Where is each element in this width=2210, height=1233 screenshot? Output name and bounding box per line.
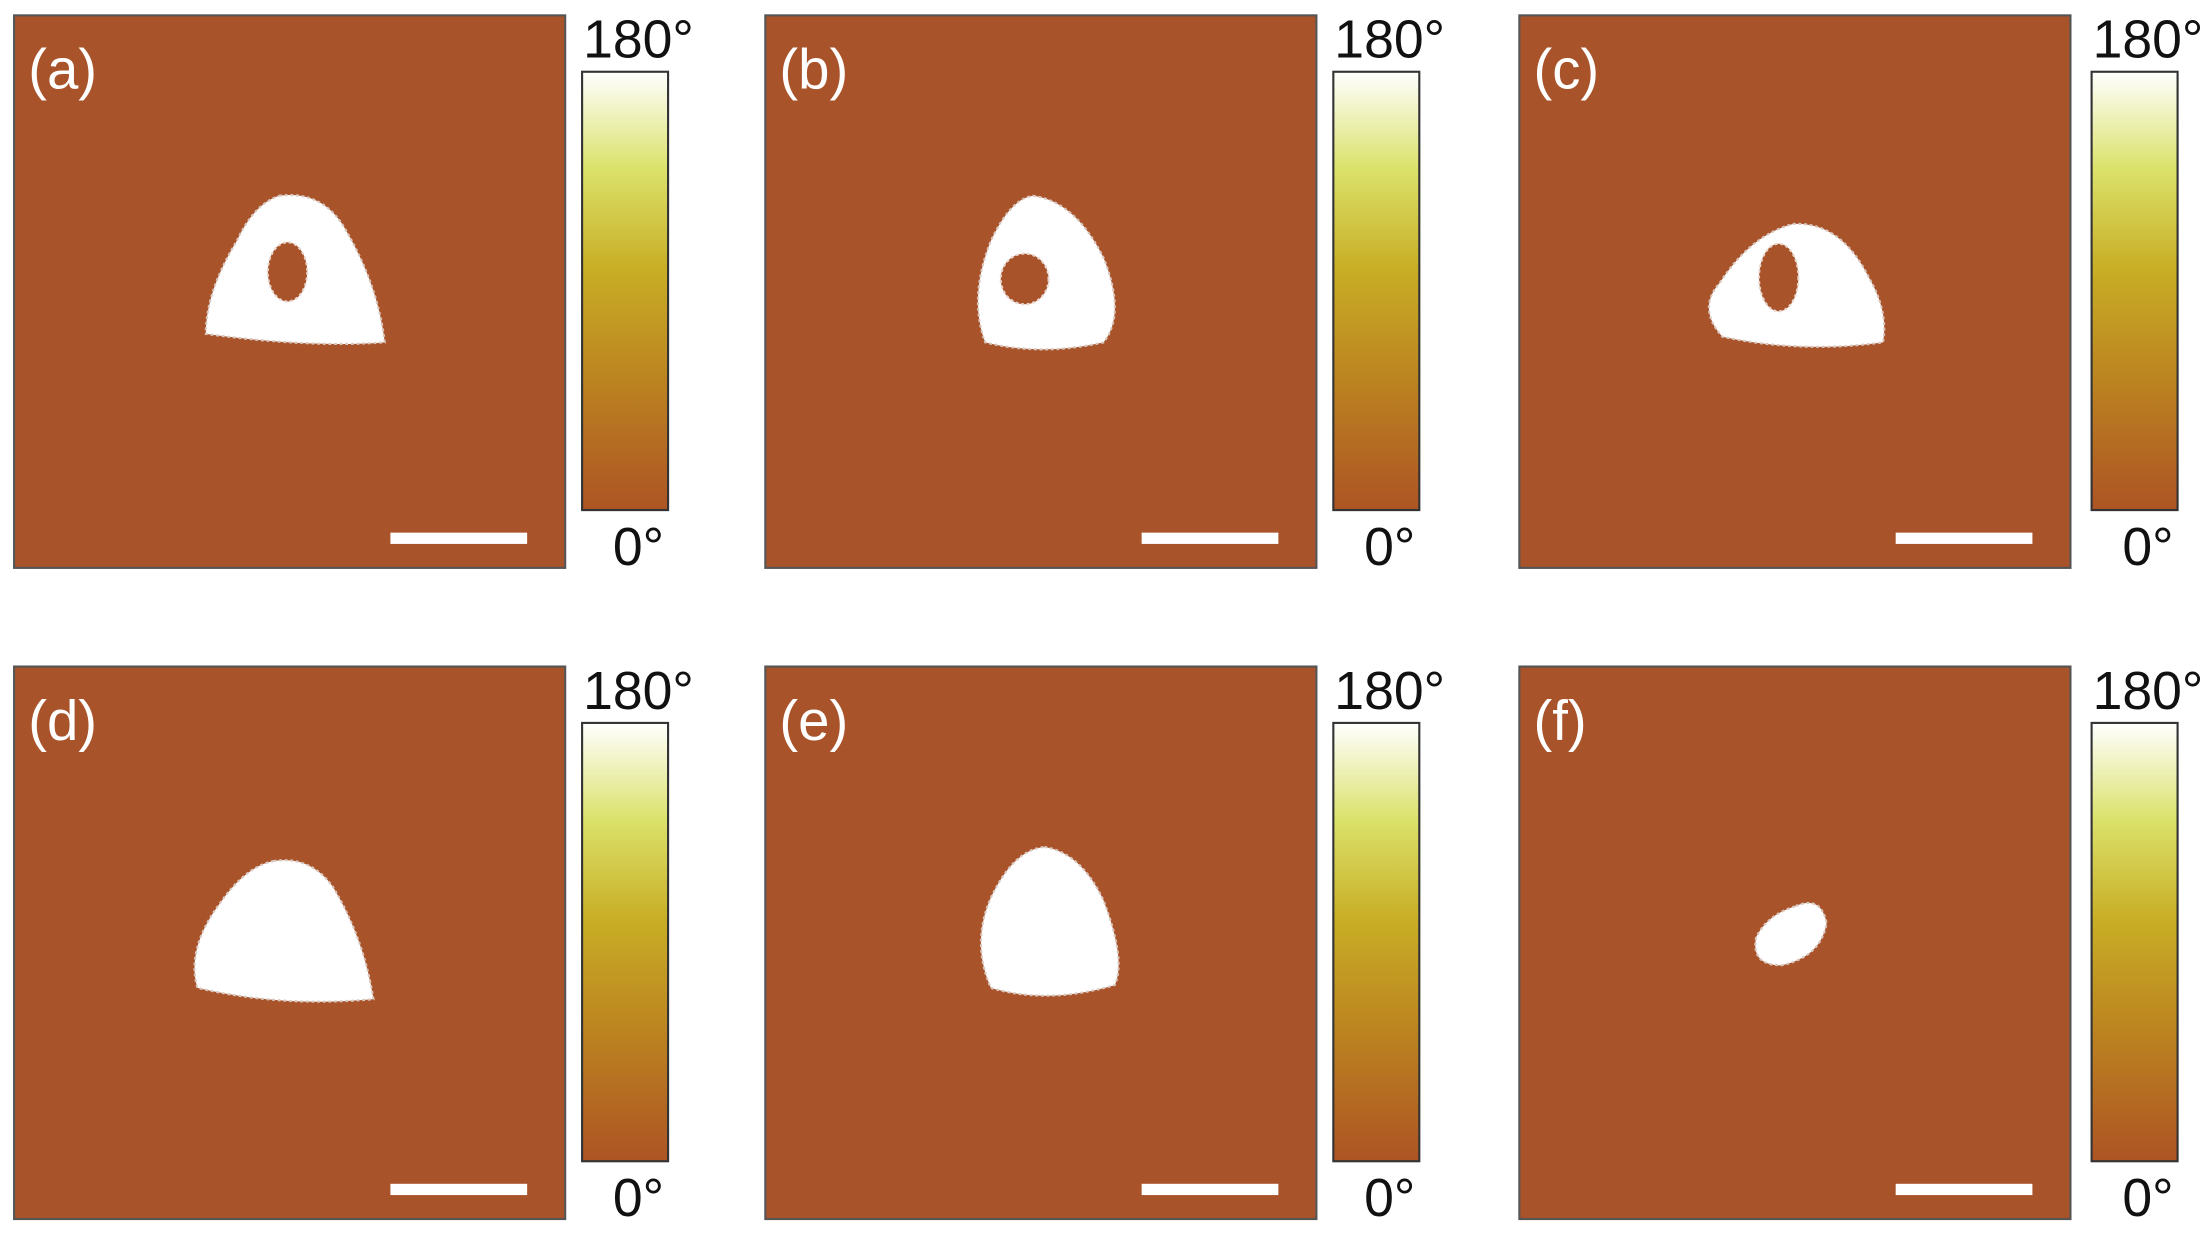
domain	[193, 859, 375, 1003]
panel: (b) 180° 0°	[764, 11, 1445, 577]
colorbar	[2090, 721, 2179, 1163]
panel: (f) 180° 0°	[1518, 662, 2204, 1228]
domain-core	[999, 252, 1050, 306]
panel-label: (c)	[1533, 38, 1599, 101]
colorbar-max: 180°	[2093, 662, 2204, 721]
panel: (a) 180° 0°	[13, 11, 694, 577]
panel-label: (d)	[28, 689, 97, 752]
colorbar-min: 0°	[613, 1169, 664, 1228]
domain-core	[266, 241, 309, 303]
scale-bar	[1141, 532, 1279, 544]
panel-label: (a)	[28, 38, 97, 101]
colorbar-max: 180°	[583, 11, 694, 70]
colorbar-max: 180°	[2093, 11, 2204, 70]
panel: (e) 180° 0°	[764, 662, 1445, 1228]
panel-label: (f)	[1533, 689, 1586, 752]
domain	[1754, 901, 1828, 967]
colorbar	[581, 70, 670, 512]
scale-bar	[1895, 532, 2033, 544]
scale-bar	[1141, 1183, 1279, 1196]
colorbar-min: 0°	[1364, 1169, 1415, 1228]
colorbar-min: 0°	[2122, 518, 2173, 577]
domain	[979, 845, 1120, 997]
colorbar-min: 0°	[1364, 518, 1415, 577]
colorbar-max: 180°	[1334, 662, 1445, 721]
scale-bar	[1895, 1183, 2033, 1196]
colorbar	[1332, 721, 1421, 1163]
colorbar-max: 180°	[1334, 11, 1445, 70]
domain-core	[1757, 242, 1800, 313]
colorbar	[2090, 70, 2179, 512]
scale-bar	[390, 1183, 528, 1196]
panel: (c) 180° 0°	[1518, 11, 2204, 577]
panel-label: (b)	[779, 38, 848, 101]
colorbar-min: 0°	[2122, 1169, 2173, 1228]
colorbar-min: 0°	[613, 518, 664, 577]
scale-bar	[390, 532, 528, 544]
colorbar-max: 180°	[583, 662, 694, 721]
colorbar	[581, 721, 670, 1163]
colorbar	[1332, 70, 1421, 512]
panel-label: (e)	[779, 689, 848, 752]
panel: (d) 180° 0°	[13, 662, 694, 1228]
